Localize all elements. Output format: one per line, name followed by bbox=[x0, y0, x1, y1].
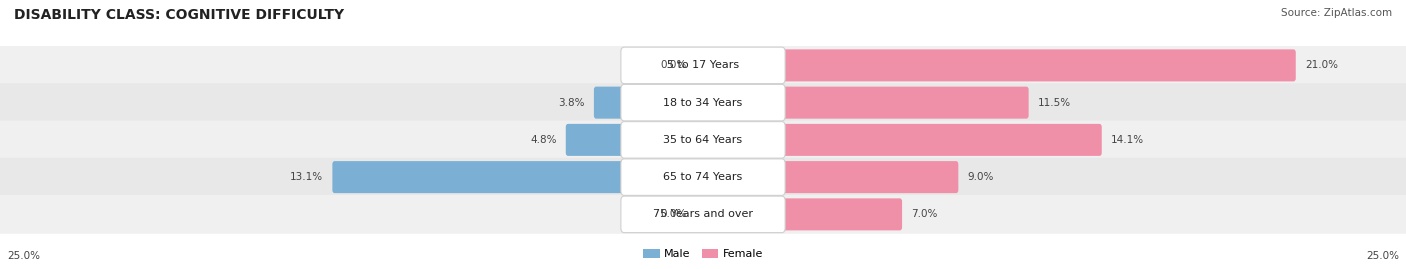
FancyBboxPatch shape bbox=[700, 198, 903, 230]
Text: Source: ZipAtlas.com: Source: ZipAtlas.com bbox=[1281, 8, 1392, 18]
FancyBboxPatch shape bbox=[593, 87, 706, 119]
Text: 14.1%: 14.1% bbox=[1111, 135, 1144, 145]
Text: 65 to 74 Years: 65 to 74 Years bbox=[664, 172, 742, 182]
Text: 35 to 64 Years: 35 to 64 Years bbox=[664, 135, 742, 145]
FancyBboxPatch shape bbox=[621, 196, 785, 233]
FancyBboxPatch shape bbox=[0, 83, 1406, 122]
FancyBboxPatch shape bbox=[688, 200, 704, 229]
Text: 13.1%: 13.1% bbox=[290, 172, 323, 182]
Text: 7.0%: 7.0% bbox=[911, 209, 938, 220]
FancyBboxPatch shape bbox=[688, 51, 704, 80]
Text: DISABILITY CLASS: COGNITIVE DIFFICULTY: DISABILITY CLASS: COGNITIVE DIFFICULTY bbox=[14, 8, 344, 22]
FancyBboxPatch shape bbox=[0, 46, 1406, 85]
Text: 0.0%: 0.0% bbox=[659, 60, 686, 70]
Legend: Male, Female: Male, Female bbox=[638, 244, 768, 263]
FancyBboxPatch shape bbox=[0, 158, 1406, 196]
FancyBboxPatch shape bbox=[700, 49, 1296, 82]
Text: 25.0%: 25.0% bbox=[1367, 250, 1399, 261]
FancyBboxPatch shape bbox=[332, 161, 706, 193]
FancyBboxPatch shape bbox=[700, 124, 1102, 156]
FancyBboxPatch shape bbox=[621, 122, 785, 158]
FancyBboxPatch shape bbox=[621, 47, 785, 84]
Text: 75 Years and over: 75 Years and over bbox=[652, 209, 754, 220]
Text: 0.0%: 0.0% bbox=[659, 209, 686, 220]
FancyBboxPatch shape bbox=[700, 87, 1029, 119]
FancyBboxPatch shape bbox=[565, 124, 706, 156]
Text: 11.5%: 11.5% bbox=[1038, 98, 1071, 108]
FancyBboxPatch shape bbox=[621, 159, 785, 195]
Text: 25.0%: 25.0% bbox=[7, 250, 39, 261]
Text: 18 to 34 Years: 18 to 34 Years bbox=[664, 98, 742, 108]
FancyBboxPatch shape bbox=[0, 195, 1406, 234]
Text: 21.0%: 21.0% bbox=[1305, 60, 1337, 70]
FancyBboxPatch shape bbox=[700, 161, 959, 193]
FancyBboxPatch shape bbox=[621, 84, 785, 121]
FancyBboxPatch shape bbox=[0, 121, 1406, 159]
Text: 4.8%: 4.8% bbox=[530, 135, 557, 145]
Text: 9.0%: 9.0% bbox=[967, 172, 994, 182]
Text: 3.8%: 3.8% bbox=[558, 98, 585, 108]
Text: 5 to 17 Years: 5 to 17 Years bbox=[666, 60, 740, 70]
